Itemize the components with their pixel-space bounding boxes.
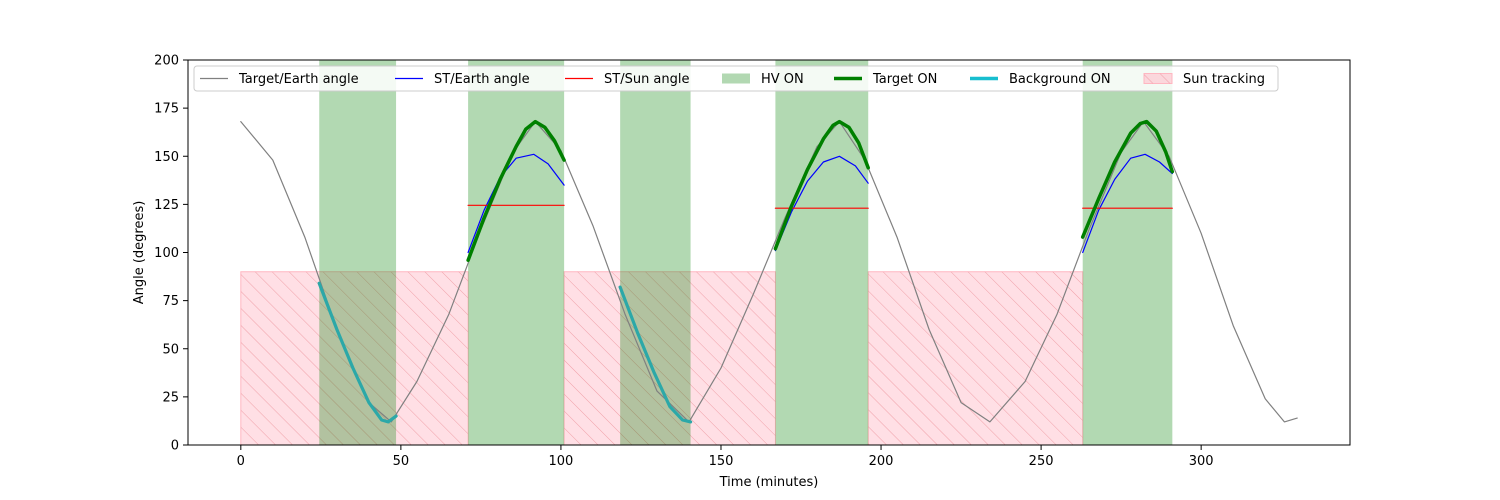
- legend-label-target-on: Target ON: [872, 72, 937, 87]
- sun-tracking-hatch: [240, 271, 469, 445]
- legend-label-sun-tracking: Sun tracking: [1183, 72, 1265, 87]
- legend-handle-hv-on: [722, 73, 750, 84]
- x-tick-label: 150: [709, 454, 734, 469]
- background-on-line: [317, 281, 398, 424]
- y-tick-label: 200: [154, 54, 179, 69]
- x-tick-label: 100: [549, 454, 574, 469]
- hv-on-band: [1082, 60, 1173, 445]
- background-on-line: [618, 285, 693, 424]
- x-axis: 0 50 100 150 200 250 300: [237, 445, 1214, 469]
- st-earth-angle-line: [1082, 153, 1173, 254]
- legend-handle-hatch: [1144, 73, 1172, 84]
- legend: Target/Earth angle ST/Earth angle ST/Sun a…: [193, 65, 1279, 92]
- y-tick-label: 125: [154, 198, 179, 213]
- hv-on-band: [468, 60, 565, 445]
- y-tick-label: 75: [162, 294, 179, 309]
- legend-label-st-earth-angle: ST/Earth angle: [434, 72, 530, 87]
- target-on-line: [466, 119, 566, 262]
- hv-on-band: [620, 60, 691, 445]
- hv-on-band: [775, 60, 869, 445]
- y-tick-label: 50: [162, 342, 179, 357]
- target-on-line: [773, 119, 870, 251]
- y-axis-label: Angle (degrees): [132, 201, 147, 305]
- st-earth-angle-line: [467, 153, 565, 254]
- st-earth-angle-line: [774, 155, 869, 252]
- legend-label-hv-on: HV ON: [761, 72, 804, 87]
- hv-on-band: [319, 60, 397, 445]
- y-tick-label: 0: [171, 439, 179, 454]
- plot-area: [240, 60, 1298, 445]
- x-tick-label: 250: [1029, 454, 1054, 469]
- sun-tracking-hatch: [564, 271, 776, 445]
- y-tick-label: 100: [154, 246, 179, 261]
- target-on-line: [1080, 119, 1175, 239]
- x-axis-label: Time (minutes): [719, 475, 819, 490]
- y-tick-label: 150: [154, 150, 179, 165]
- legend-label-background-on: Background ON: [1009, 72, 1111, 87]
- sun-tracking-hatch: [868, 271, 1083, 445]
- y-tick-label: 25: [162, 390, 179, 405]
- legend-label-target-earth-angle: Target/Earth angle: [238, 72, 359, 87]
- x-tick-label: 300: [1189, 454, 1214, 469]
- y-axis: 0 25 50 75 100 125 150 175 200: [154, 54, 188, 454]
- legend-label-st-sun-angle: ST/Sun angle: [604, 72, 690, 87]
- x-tick-label: 200: [869, 454, 894, 469]
- x-tick-label: 0: [237, 454, 245, 469]
- x-tick-label: 50: [393, 454, 410, 469]
- y-tick-label: 175: [154, 102, 179, 117]
